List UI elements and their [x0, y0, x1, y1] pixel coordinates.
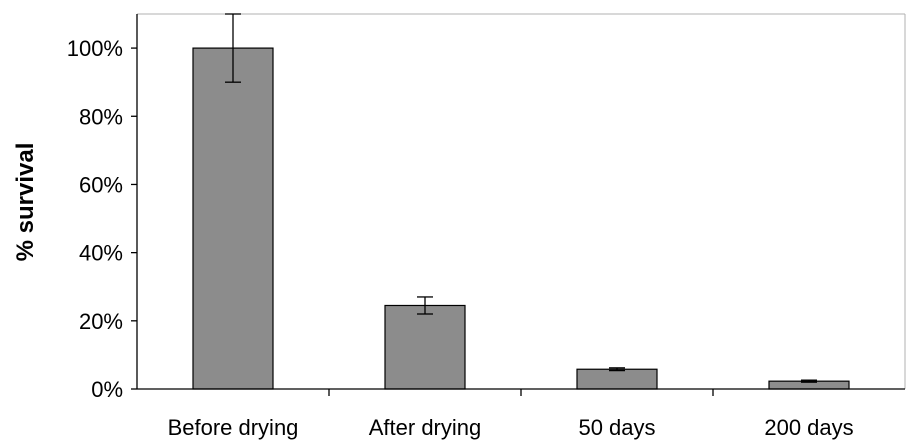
x-tick-label: Before drying [168, 415, 299, 440]
y-tick-label: 80% [79, 104, 123, 129]
y-axis-title: % survival [12, 143, 39, 262]
y-tick-label: 20% [79, 309, 123, 334]
y-tick-label: 0% [91, 377, 123, 402]
x-tick-labels-group: Before drying After drying 50 days 200 days [168, 415, 854, 440]
bars-group [192, 47, 850, 390]
error-bars-group [225, 13, 817, 383]
bar [384, 304, 466, 390]
y-tick-label: 40% [79, 241, 123, 266]
y-tick-label: 100% [67, 36, 123, 61]
x-tick-label: After drying [369, 415, 482, 440]
y-tick-label: 60% [79, 172, 123, 197]
y-tick-labels-group: 0% 20% 40% 60% 80% 100% [67, 36, 123, 402]
axes-group [131, 14, 905, 396]
bar [576, 368, 658, 390]
x-tick-label: 200 days [764, 415, 853, 440]
x-tick-label: 50 days [578, 415, 655, 440]
plot-frame [137, 13, 906, 389]
bar [192, 47, 274, 390]
